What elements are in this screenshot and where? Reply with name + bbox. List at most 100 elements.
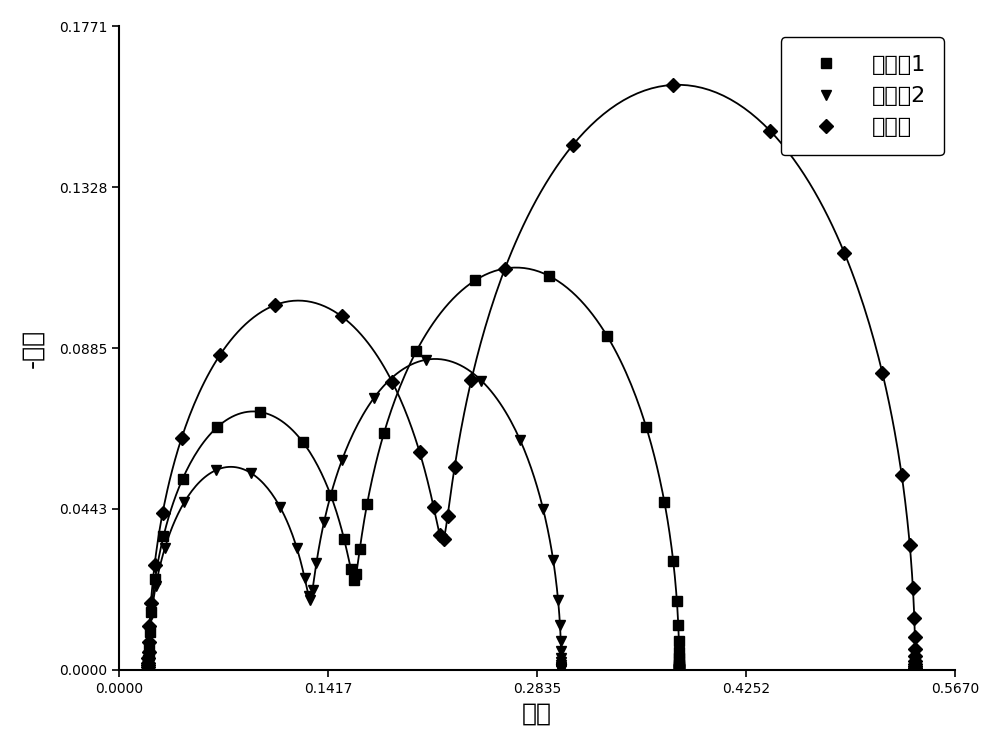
对比例 bbox=[907, 583, 919, 592]
对比例 bbox=[428, 503, 440, 512]
对比例 bbox=[667, 81, 679, 90]
对比例 bbox=[142, 661, 154, 670]
实施例1 bbox=[673, 663, 685, 672]
对比例 bbox=[909, 665, 921, 674]
实施例1 bbox=[410, 346, 422, 355]
对比例 bbox=[764, 126, 776, 135]
实施例2 bbox=[368, 394, 380, 403]
实施例2 bbox=[336, 456, 348, 465]
Y-axis label: -虚部: -虚部 bbox=[21, 328, 45, 368]
实施例2 bbox=[555, 665, 567, 674]
实施例2 bbox=[145, 611, 157, 620]
实施例1 bbox=[673, 665, 685, 674]
对比例 bbox=[176, 433, 188, 442]
实施例1 bbox=[143, 650, 155, 659]
实施例2 bbox=[555, 663, 567, 672]
实施例2 bbox=[514, 435, 526, 444]
实施例1 bbox=[673, 664, 685, 673]
对比例 bbox=[876, 369, 888, 377]
实施例2 bbox=[142, 656, 154, 665]
对比例 bbox=[142, 662, 154, 671]
对比例 bbox=[143, 621, 155, 630]
实施例1 bbox=[348, 575, 360, 584]
实施例2 bbox=[555, 660, 567, 669]
实施例2 bbox=[142, 663, 154, 672]
对比例 bbox=[896, 470, 908, 479]
实施例2 bbox=[144, 630, 156, 639]
对比例 bbox=[838, 248, 850, 257]
实施例1 bbox=[601, 332, 613, 341]
对比例 bbox=[909, 656, 921, 665]
对比例 bbox=[499, 264, 511, 273]
实施例1 bbox=[254, 407, 266, 416]
实施例1 bbox=[361, 500, 373, 509]
X-axis label: 实部: 实部 bbox=[522, 701, 552, 725]
实施例2 bbox=[555, 636, 567, 645]
实施例1 bbox=[350, 570, 362, 579]
对比例 bbox=[909, 665, 921, 674]
实施例1 bbox=[149, 574, 161, 583]
对比例 bbox=[142, 658, 154, 667]
实施例1 bbox=[673, 637, 685, 646]
实施例1 bbox=[325, 490, 337, 499]
实施例2 bbox=[554, 621, 566, 630]
实施例1 bbox=[297, 438, 309, 447]
实施例1 bbox=[157, 532, 169, 541]
Line: 实施例1: 实施例1 bbox=[144, 271, 684, 674]
实施例2 bbox=[178, 498, 190, 507]
实施例2 bbox=[150, 581, 162, 590]
对比例 bbox=[157, 509, 169, 518]
实施例2 bbox=[555, 665, 567, 674]
实施例2 bbox=[299, 574, 311, 583]
实施例2 bbox=[143, 642, 155, 651]
实施例2 bbox=[303, 592, 315, 601]
实施例2 bbox=[304, 595, 316, 604]
实施例2 bbox=[142, 659, 154, 668]
实施例2 bbox=[555, 647, 567, 656]
对比例 bbox=[909, 662, 921, 671]
对比例 bbox=[904, 540, 916, 549]
实施例1 bbox=[673, 665, 685, 674]
实施例1 bbox=[671, 596, 683, 605]
实施例2 bbox=[555, 662, 567, 671]
实施例2 bbox=[274, 502, 286, 511]
实施例1 bbox=[144, 627, 156, 636]
对比例 bbox=[567, 141, 579, 150]
对比例 bbox=[214, 351, 226, 360]
对比例 bbox=[909, 652, 921, 661]
对比例 bbox=[909, 664, 921, 673]
实施例2 bbox=[555, 653, 567, 662]
实施例2 bbox=[552, 595, 564, 604]
实施例2 bbox=[537, 504, 549, 513]
实施例1 bbox=[673, 653, 685, 662]
Line: 实施例2: 实施例2 bbox=[144, 355, 566, 674]
实施例1 bbox=[378, 428, 390, 437]
实施例1 bbox=[672, 620, 684, 629]
实施例1 bbox=[142, 656, 154, 665]
实施例1 bbox=[142, 662, 154, 671]
实施例1 bbox=[142, 661, 154, 670]
实施例1 bbox=[640, 423, 652, 432]
实施例1 bbox=[658, 498, 670, 507]
对比例 bbox=[142, 654, 154, 663]
实施例1 bbox=[211, 423, 223, 432]
实施例2 bbox=[318, 518, 330, 527]
实施例2 bbox=[547, 556, 559, 565]
实施例2 bbox=[143, 651, 155, 660]
实施例1 bbox=[469, 276, 481, 285]
对比例 bbox=[414, 448, 426, 457]
实施例1 bbox=[673, 662, 685, 671]
实施例2 bbox=[310, 559, 322, 568]
实施例2 bbox=[291, 544, 303, 553]
实施例2 bbox=[475, 376, 487, 385]
实施例1 bbox=[338, 534, 350, 543]
实施例1 bbox=[177, 474, 189, 483]
实施例1 bbox=[667, 557, 679, 565]
实施例1 bbox=[143, 641, 155, 650]
对比例 bbox=[909, 633, 921, 642]
对比例 bbox=[909, 663, 921, 672]
对比例 bbox=[908, 613, 920, 622]
实施例2 bbox=[555, 658, 567, 667]
对比例 bbox=[442, 512, 454, 521]
实施例2 bbox=[142, 662, 154, 671]
